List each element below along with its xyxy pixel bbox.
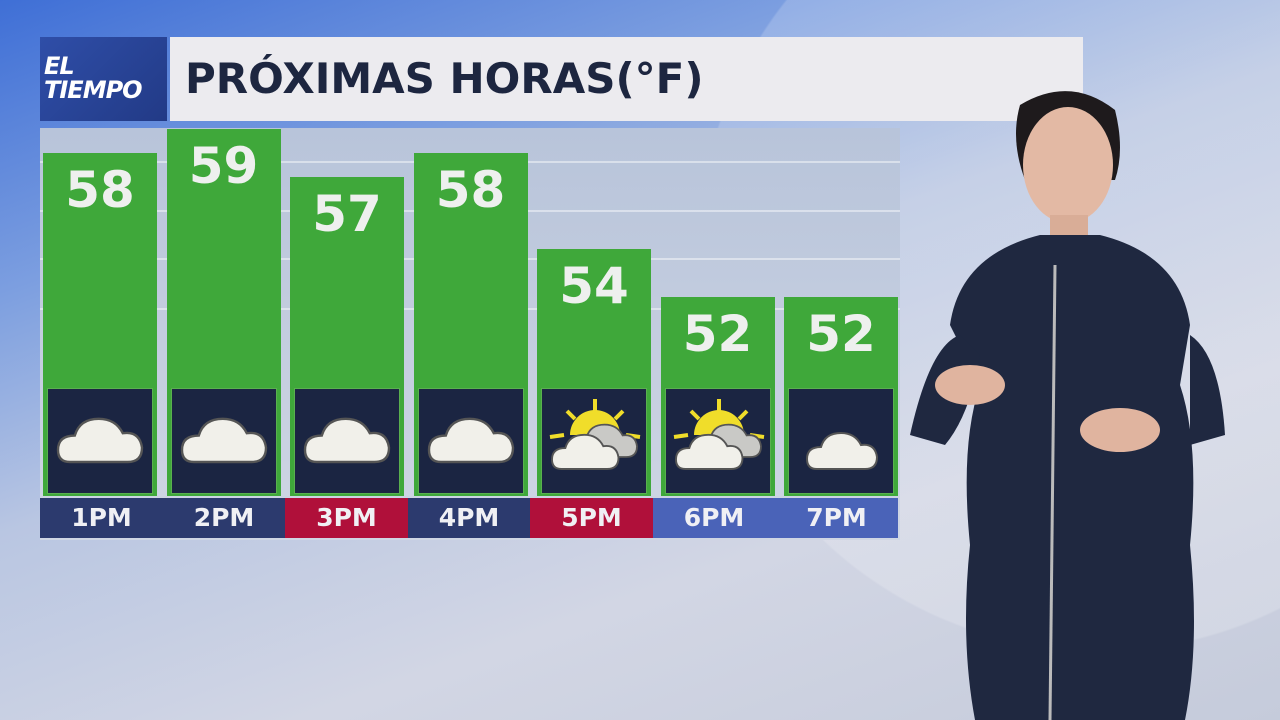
hour-label: 1PM (40, 498, 163, 538)
hour-label: 3PM (285, 498, 408, 538)
logo-line1: EL (44, 52, 75, 80)
page-title: PRÓXIMAS HORAS(°F) (170, 37, 1083, 121)
hour-label: 5PM (530, 498, 653, 538)
logo-line2: TIEMPO (44, 76, 143, 104)
cloudy-icon (417, 388, 524, 494)
bar-value-label: 52 (806, 305, 876, 363)
partly-sunny-icon (664, 388, 771, 494)
hour-label: 7PM (775, 498, 898, 538)
cloudy-icon (294, 388, 400, 494)
hour-label: 4PM (407, 498, 531, 538)
bar-value-label: 54 (559, 257, 629, 315)
el-tiempo-logo: EL TIEMPO (40, 37, 167, 121)
bar-value-label: 57 (312, 185, 382, 243)
presenter (910, 91, 1225, 720)
hour-label: 2PM (162, 498, 286, 538)
hour-label: 6PM (652, 498, 776, 538)
bar-value-label: 52 (682, 305, 753, 363)
bar-value-label: 58 (65, 161, 135, 219)
hourly-chart: 58 1PM 59 2PM 57 3PM 58 4PM 54 5PM 52 6PM 52 7PM (40, 128, 900, 540)
bar-value-label: 59 (188, 137, 259, 195)
night-cloudy-icon (788, 388, 894, 494)
bar-value-label: 58 (435, 161, 506, 219)
partly-sunny-icon (541, 388, 647, 494)
cloudy-icon (47, 388, 153, 494)
cloudy-icon (170, 388, 277, 494)
